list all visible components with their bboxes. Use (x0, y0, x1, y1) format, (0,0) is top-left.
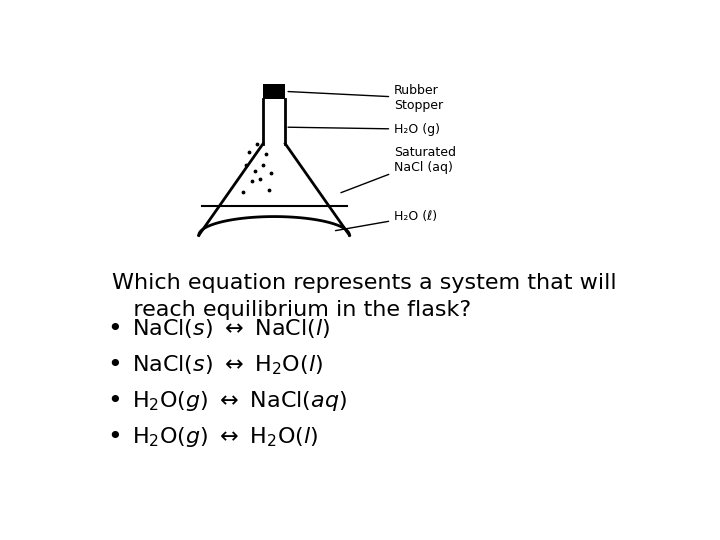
Text: •: • (108, 317, 122, 341)
Text: •: • (108, 389, 122, 413)
Text: •: • (108, 353, 122, 377)
Text: reach equilibrium in the flask?: reach equilibrium in the flask? (112, 300, 472, 320)
Text: NaCl($s$) $\leftrightarrow$ NaCl($l$): NaCl($s$) $\leftrightarrow$ NaCl($l$) (132, 318, 330, 340)
Text: H₂O (ℓ): H₂O (ℓ) (336, 210, 437, 231)
Text: •: • (108, 426, 122, 449)
Text: H$_2$O($g$) $\leftrightarrow$ H$_2$O($l$): H$_2$O($g$) $\leftrightarrow$ H$_2$O($l$… (132, 426, 318, 449)
Text: NaCl($s$) $\leftrightarrow$ H$_2$O($l$): NaCl($s$) $\leftrightarrow$ H$_2$O($l$) (132, 353, 323, 377)
Bar (263, 84, 285, 99)
Text: Rubber
Stopper: Rubber Stopper (288, 84, 444, 112)
Text: Which equation represents a system that will: Which equation represents a system that … (112, 273, 617, 293)
Text: H₂O (g): H₂O (g) (288, 123, 440, 136)
Text: Saturated
NaCl (aq): Saturated NaCl (aq) (341, 146, 456, 193)
Text: H$_2$O($g$) $\leftrightarrow$ NaCl($aq$): H$_2$O($g$) $\leftrightarrow$ NaCl($aq$) (132, 389, 347, 413)
